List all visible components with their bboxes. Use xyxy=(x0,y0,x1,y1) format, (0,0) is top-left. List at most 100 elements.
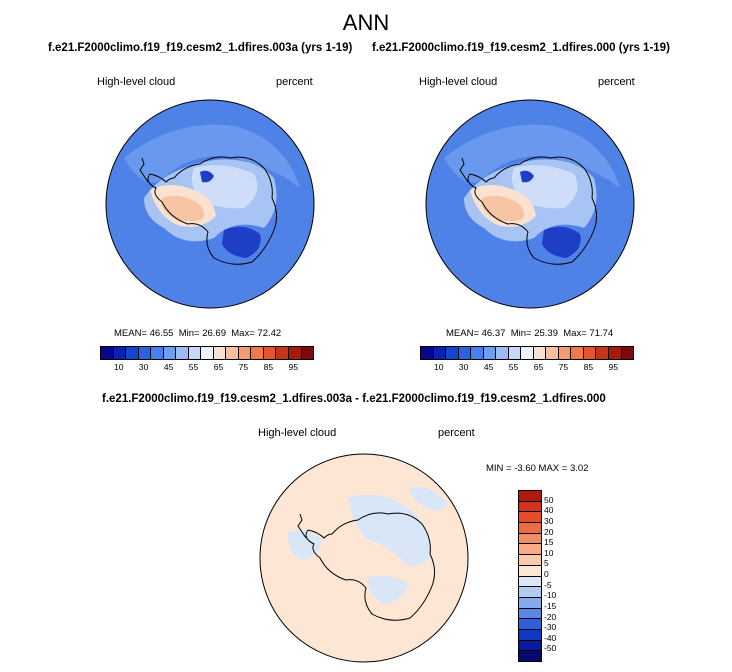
diff-colorbar-tick-label: -50 xyxy=(544,643,557,654)
panel-1-colorbar xyxy=(100,346,314,360)
diff-stats: MIN = -3.60 MAX = 3.02 xyxy=(486,463,588,474)
panel-2-mean-label: MEAN= xyxy=(446,328,479,339)
diff-peach-fill xyxy=(260,454,468,662)
diff-colorbar-swatch xyxy=(519,639,541,651)
panel-1-colorbar-swatch xyxy=(137,347,151,359)
panel-2-field xyxy=(426,100,634,308)
panel-2-colorbar-tick-label: 10 xyxy=(433,362,444,372)
panel-2-colorbar-swatch xyxy=(557,347,571,359)
diff-colorbar-tick-label: 30 xyxy=(544,515,554,526)
panel-1-coastline xyxy=(147,156,278,265)
diff-colorbar-swatch xyxy=(519,607,541,619)
panel-2-colorbar-swatch xyxy=(432,347,446,359)
panel-2-colorbar-tick-label: 45 xyxy=(483,362,494,372)
panel-2-mean-value: 46.37 xyxy=(481,328,506,339)
panel-1-colorbar-swatch xyxy=(225,347,238,359)
diff-colorbar-swatch xyxy=(519,543,541,555)
diff-map-border xyxy=(259,453,469,663)
panel-2-peninsula-coast xyxy=(459,157,469,183)
diff-colorbar-swatch xyxy=(519,628,541,640)
panel-1-colorbar-swatch xyxy=(125,347,138,359)
panel-1-colorbar-swatch xyxy=(212,347,226,359)
panel-1-colorbar-tick-label: 75 xyxy=(238,362,249,372)
diff-panel-title: f.e21.F2000climo.f19_f19.cesm2_1.dfires.… xyxy=(102,393,606,405)
panel-2-stats: MEAN= 46.37 Min= 25.39 Max= 71.74 xyxy=(446,328,613,339)
panel-2-colorbar-tick-label: 85 xyxy=(583,362,594,372)
panel-1-colorbar-swatch xyxy=(300,347,314,359)
diff-map xyxy=(259,453,469,663)
diff-colorbar-tick-label: 0 xyxy=(544,569,549,579)
panel-2-colorbar xyxy=(420,346,634,360)
panel-2-colorbar-swatch xyxy=(570,347,583,359)
panel-1-colorbar-swatch xyxy=(250,347,263,359)
panel-2-colorbar-swatch xyxy=(470,347,483,359)
panel-1-dark-region xyxy=(222,226,261,258)
diff-max-value: 3.02 xyxy=(569,463,589,474)
diff-min-label: MIN = xyxy=(486,463,512,474)
panel-1-colorbar-swatch xyxy=(187,347,201,359)
diff-colorbar-tick-label: 15 xyxy=(544,537,554,548)
diff-colorbar-swatch xyxy=(519,586,541,597)
diff-blue-region-2 xyxy=(287,530,322,560)
diff-colorbar-swatch xyxy=(519,511,541,523)
panel-2-colorbar-swatch xyxy=(620,347,634,359)
panel-2-colorbar-swatch xyxy=(507,347,521,359)
panel-1-colorbar-swatch xyxy=(200,347,213,359)
panel-1-colorbar-swatch xyxy=(112,347,126,359)
panel-1-colorbar-swatch xyxy=(175,347,188,359)
panel-2-min-value: 25.39 xyxy=(534,328,558,339)
diff-peninsula-coast xyxy=(297,513,307,539)
diff-field xyxy=(260,454,468,662)
diff-colorbar-swatch xyxy=(519,618,541,629)
panel-2-colorbar-tick-label: 65 xyxy=(533,362,544,372)
panel-2-max-value: 71.74 xyxy=(589,328,614,339)
panel-2-max-label: Max= xyxy=(563,328,587,339)
panel-1-colorbar-swatch xyxy=(275,347,288,359)
diff-blue-region-3 xyxy=(368,576,408,604)
panel-2-colorbar-tick-label: 55 xyxy=(508,362,519,372)
diff-colorbar-tick-label: -20 xyxy=(544,611,557,622)
panel-2-map-border xyxy=(425,99,635,309)
diff-blue-region-1 xyxy=(348,494,431,567)
panel-2-colorbar-swatch xyxy=(495,347,508,359)
diff-colorbar-swatch xyxy=(519,564,541,576)
panel-1-colorbar-swatch xyxy=(237,347,251,359)
diff-colorbar-swatch xyxy=(519,650,541,661)
panel-1-colorbar-swatch xyxy=(150,347,163,359)
diff-colorbar-tick-label: 10 xyxy=(544,547,554,558)
panel-2-colorbar-swatch xyxy=(582,347,596,359)
panel-1-colorbar-ticks: 10 30 45 55 65 75 85 95 xyxy=(100,362,314,374)
panel-1-min-value: 26.69 xyxy=(202,328,226,339)
panel-2-colorbar-tick-label: 75 xyxy=(558,362,569,372)
panel-1-max-value: 72.42 xyxy=(257,328,282,339)
panel-2-colorbar-swatch xyxy=(445,347,458,359)
diff-colorbar-swatch xyxy=(519,532,541,544)
panel-1-colorbar-tick-label: 65 xyxy=(213,362,224,372)
panel-1-colorbar-tick-label: 10 xyxy=(113,362,124,372)
diff-colorbar-tick-label: -5 xyxy=(544,579,552,590)
panel-2-colorbar-ticks: 10 30 45 55 65 75 85 95 xyxy=(420,362,634,374)
panel-2-dark-spot xyxy=(520,170,534,183)
panel-2-colorbar-tick-label: 30 xyxy=(458,362,469,372)
panel-2-colorbar-swatch xyxy=(482,347,496,359)
diff-colorbar-ticks: 50 40 30 20 15 10 5 0 -5 -10 -15 -20 -30 -40 -50 xyxy=(544,490,574,662)
panel-1-mid-band xyxy=(124,124,300,188)
panel-1-colorbar-tick-label: 85 xyxy=(263,362,274,372)
diff-colorbar-swatch xyxy=(519,575,541,587)
diff-colorbar-swatch xyxy=(519,596,541,608)
panel-1-colorbar-swatch xyxy=(287,347,301,359)
diff-colorbar-tick-label: 40 xyxy=(544,505,554,516)
panel-1-mean-value: 46.55 xyxy=(149,328,174,339)
diff-min-value: -3.60 xyxy=(514,463,536,474)
diff-colorbar-tick-label: -30 xyxy=(544,622,557,633)
panel-1-min-label: Min= xyxy=(178,328,200,339)
diff-variable-label: High-level cloud xyxy=(258,427,337,439)
panel-1-map xyxy=(105,99,315,309)
panel-2-colorbar-swatch xyxy=(607,347,621,359)
panel-2-colorbar-tick-label: 95 xyxy=(608,362,619,372)
panel-2-colorbar-swatch xyxy=(520,347,533,359)
panel-2-units-label: percent xyxy=(598,76,635,88)
panel-1-stats: MEAN= 46.55 Min= 26.69 Max= 72.42 xyxy=(114,328,281,339)
panel-2-colorbar-swatch xyxy=(545,347,558,359)
panel-1-title: f.e21.F2000climo.f19_f19.cesm2_1.dfires.… xyxy=(48,42,353,54)
